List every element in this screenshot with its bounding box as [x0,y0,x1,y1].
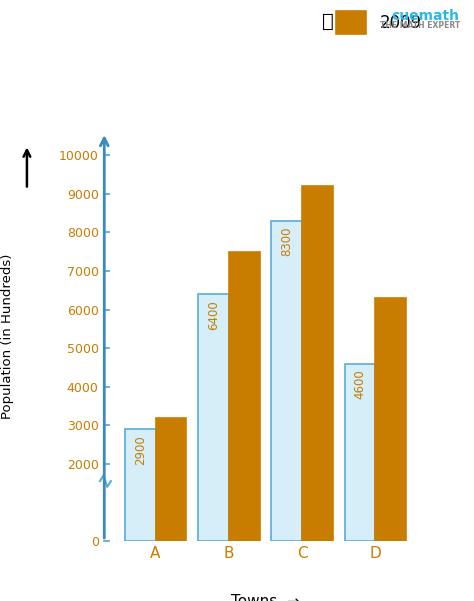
Text: 3200: 3200 [164,423,177,453]
Text: 6400: 6400 [207,300,220,330]
Legend: 2007, 2009: 2007, 2009 [336,0,421,34]
Text: 9200: 9200 [311,192,324,222]
Bar [198,294,229,541]
Text: 2900: 2900 [134,435,146,465]
Text: Population (in Hundreds): Population (in Hundreds) [1,254,14,419]
Text: 7500: 7500 [237,257,251,287]
Bar [345,364,375,541]
Bar [125,429,155,541]
Bar [302,186,333,541]
Text: Towns  →: Towns → [231,594,300,601]
Text: THE MATH EXPERT: THE MATH EXPERT [380,21,460,30]
Bar [229,252,260,541]
Bar [375,298,406,541]
Text: 8300: 8300 [280,227,293,256]
Bar [155,418,186,541]
Text: cuemath: cuemath [392,9,460,23]
Text: 4600: 4600 [354,370,366,399]
Text: 🚀: 🚀 [322,12,334,31]
Bar [271,221,302,541]
Text: 6300: 6300 [384,304,397,334]
